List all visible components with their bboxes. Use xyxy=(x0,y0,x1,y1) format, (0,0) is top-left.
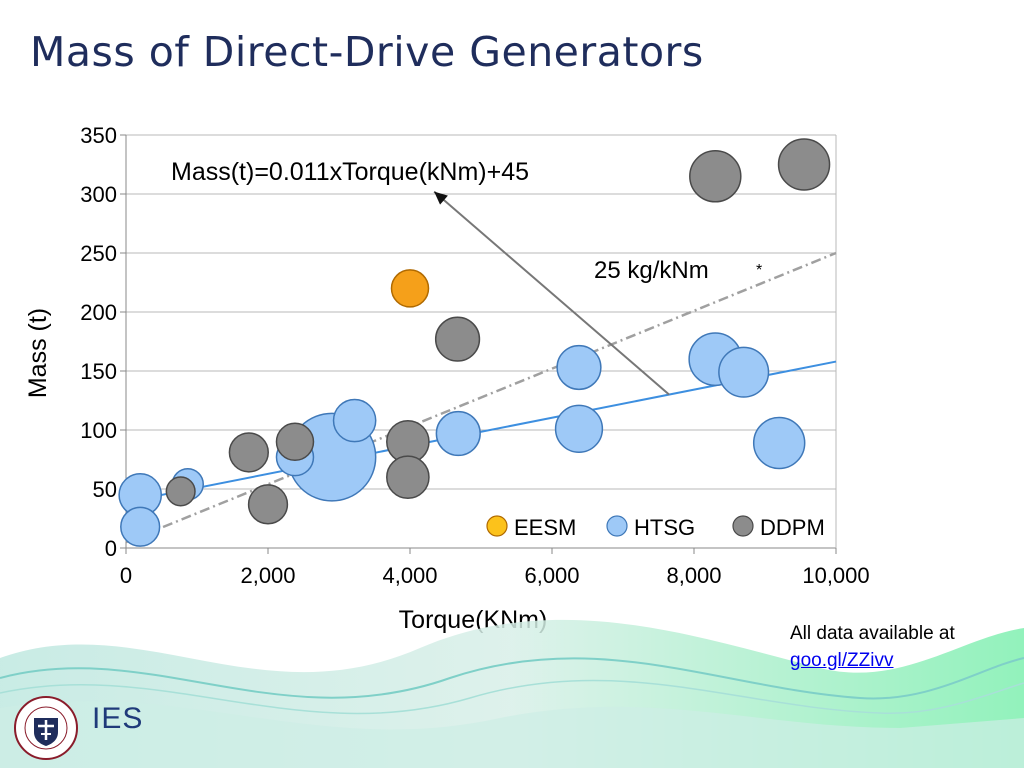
bubble-htsg xyxy=(554,404,604,453)
y-tick-label: 200 xyxy=(80,300,117,325)
bubbles xyxy=(118,138,831,547)
annotations: Mass(t)=0.011xTorque(kNm)+45 25 kg/kNm * xyxy=(171,158,762,396)
y-axis-label: Mass (t) xyxy=(24,308,52,398)
x-tick-label: 10,000 xyxy=(802,563,869,588)
y-tick-label: 150 xyxy=(80,359,117,384)
y-tick-label: 100 xyxy=(80,418,117,443)
slide-title: Mass of Direct-Drive Generators xyxy=(30,28,704,76)
data-source-note: All data available at goo.gl/ZZivv xyxy=(790,620,955,674)
x-tick-label: 8,000 xyxy=(666,563,721,588)
data-note-text: All data available at xyxy=(790,623,955,644)
ref-line-25kg xyxy=(125,251,837,544)
legend-marker-ddpm xyxy=(732,515,754,537)
ies-logo: IES xyxy=(92,702,144,735)
data-source-link[interactable]: goo.gl/ZZivv xyxy=(790,650,894,671)
bubble-ddpm xyxy=(275,422,315,462)
bubble-htsg xyxy=(718,346,770,398)
bubble-htsg xyxy=(435,410,481,457)
x-tick-label: 6,000 xyxy=(524,563,579,588)
legend-label-htsg: HTSG xyxy=(634,515,695,540)
chart-legend: EESM HTSG DDPM xyxy=(486,515,825,540)
bubble-ddpm xyxy=(386,455,430,500)
x-tick-label: 0 xyxy=(120,563,132,588)
y-tick-label: 0 xyxy=(105,536,117,561)
y-tick-label: 300 xyxy=(80,182,117,207)
legend-label-eesm: EESM xyxy=(514,515,576,540)
legend-label-ddpm: DDPM xyxy=(760,515,825,540)
bubble-chart: 0 50 100 150 200 250 300 350 0 2,000 4,000 6,000 8,… xyxy=(24,123,870,634)
equation-arrow xyxy=(433,190,670,396)
x-tick-labels: 0 2,000 4,000 6,000 8,000 10,000 xyxy=(120,563,870,588)
bubble-ddpm xyxy=(434,316,481,362)
bubble-ddpm xyxy=(689,150,742,203)
legend-marker-htsg xyxy=(606,515,628,537)
bubble-ddpm xyxy=(777,138,831,191)
ref-line-asterisk: * xyxy=(756,262,762,279)
y-tick-label: 350 xyxy=(80,123,117,148)
y-tick-labels: 0 50 100 150 200 250 300 350 xyxy=(80,123,117,561)
bubble-ddpm xyxy=(247,484,289,525)
equation-arrowhead xyxy=(434,191,448,205)
bubble-htsg xyxy=(556,344,602,391)
bubble-htsg xyxy=(332,398,377,443)
decorative-waves xyxy=(0,619,1024,768)
legend-marker-eesm xyxy=(486,515,508,537)
y-tick-label: 250 xyxy=(80,241,117,266)
bubble-htsg xyxy=(752,416,806,470)
ref-line-label: 25 kg/kNm xyxy=(594,257,709,284)
equation-label: Mass(t)=0.011xTorque(kNm)+45 xyxy=(171,158,529,186)
bubble-eesm xyxy=(390,269,430,308)
bubble-ddpm xyxy=(165,476,196,507)
university-crest-logo xyxy=(14,696,78,760)
bubble-htsg xyxy=(120,506,161,547)
y-tick-label: 50 xyxy=(93,477,117,502)
x-tick-label: 2,000 xyxy=(240,563,295,588)
bubble-ddpm xyxy=(228,432,269,473)
x-tick-label: 4,000 xyxy=(382,563,437,588)
